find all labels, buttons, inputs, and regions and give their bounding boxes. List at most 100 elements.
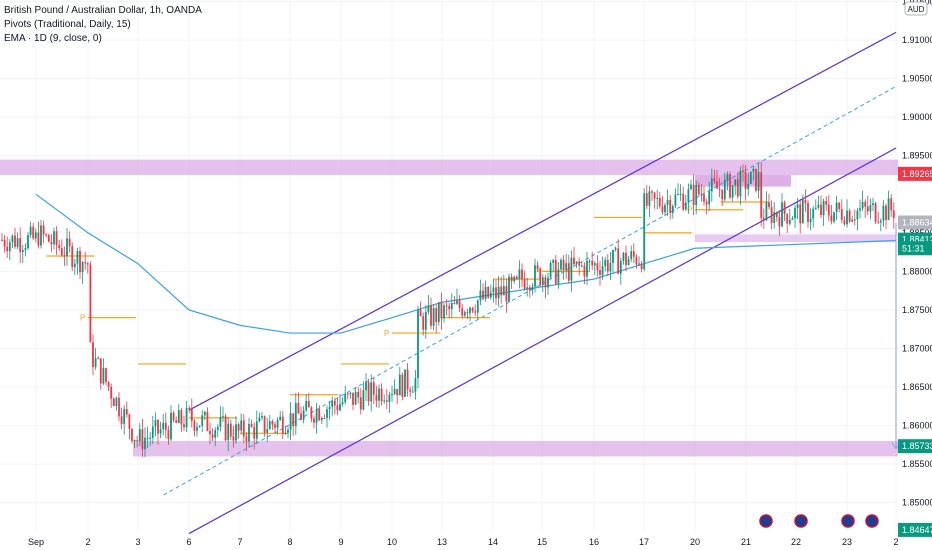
candle-body: [266, 429, 269, 433]
candle-body: [365, 382, 367, 391]
candle-body: [661, 206, 664, 213]
candle-body: [749, 171, 752, 184]
candle-body: [547, 277, 549, 288]
candle-body: [383, 400, 386, 402]
candle-body: [24, 248, 27, 251]
x-tick-label: 2: [893, 537, 898, 547]
candle-body: [112, 398, 115, 407]
candle-body: [149, 437, 152, 439]
candle-body: [354, 391, 357, 405]
candle-body: [125, 409, 128, 415]
candle-body: [79, 250, 81, 273]
candle-body: [177, 410, 180, 423]
candle-body: [37, 232, 40, 246]
symbol-title[interactable]: British Pound / Australian Dollar, 1h, O…: [4, 5, 202, 16]
candle-body: [604, 259, 607, 267]
x-tick-label: 7: [237, 537, 242, 547]
candle-body: [599, 270, 601, 275]
candle-body: [521, 269, 523, 280]
candle-body: [469, 307, 471, 314]
candle-body: [144, 437, 146, 450]
currency-badge: [904, 1, 928, 16]
candle-body: [775, 212, 778, 218]
candle-body: [133, 440, 136, 442]
candle-body: [708, 191, 711, 205]
candle-body: [807, 202, 809, 223]
candle-body: [565, 263, 568, 271]
candle-body: [458, 300, 461, 308]
price-label: 51:31: [902, 243, 925, 253]
candle-body: [856, 210, 859, 220]
candle-body: [84, 262, 87, 264]
x-tick-label: 14: [488, 537, 498, 547]
candle-body: [27, 235, 29, 249]
candle-body: [287, 429, 289, 433]
candle-body: [606, 259, 609, 272]
candle-body: [185, 407, 188, 428]
candle-body: [430, 305, 432, 326]
candle-body: [487, 286, 490, 298]
candle-body: [167, 429, 170, 440]
x-tick-label: Sep: [28, 537, 44, 547]
candle-body: [440, 302, 443, 319]
candle-body: [859, 208, 861, 211]
candle-body: [53, 231, 55, 245]
candle-body: [742, 170, 744, 172]
candle-body: [341, 402, 344, 404]
candle-body: [276, 419, 279, 428]
candle-body: [453, 303, 456, 305]
candle-body: [885, 205, 887, 220]
candle-body: [872, 203, 874, 206]
inner-support-zone: [695, 234, 896, 243]
candle-body: [479, 290, 482, 301]
candle-body: [825, 200, 828, 205]
candle-body: [874, 203, 877, 222]
candle-body: [695, 185, 698, 206]
candle-body: [554, 259, 557, 284]
candle-body: [710, 178, 713, 192]
candle-body: [684, 202, 687, 210]
candle-body: [211, 434, 214, 438]
candle-body: [466, 312, 469, 314]
candle-body: [638, 263, 640, 265]
candle-body: [630, 251, 633, 260]
candle-body: [752, 168, 755, 172]
candle-body: [861, 201, 864, 209]
candle-body: [45, 234, 48, 236]
uk-flag-icon: [759, 514, 773, 528]
candle-body: [58, 245, 61, 248]
candle-body: [461, 307, 464, 316]
candle-body: [250, 424, 253, 427]
candle-body: [310, 407, 313, 419]
candle-body: [245, 436, 248, 442]
candle-body: [175, 420, 178, 423]
candle-body: [643, 193, 646, 270]
candle-body: [263, 416, 266, 433]
candle-body: [331, 400, 334, 408]
y-tick-label: 1.89500: [902, 151, 932, 161]
candle-body: [11, 235, 14, 243]
candle-body: [640, 263, 643, 270]
price-label: 1.85733: [902, 441, 932, 451]
price-label-bg: [898, 522, 932, 537]
candle-body: [463, 312, 466, 316]
ema-indicator-label[interactable]: EMA · 1D (9, close, 0): [4, 33, 102, 44]
candle-body: [393, 388, 396, 394]
y-tick-label: 1.85000: [902, 498, 932, 508]
candle-body: [99, 358, 102, 384]
candle-body: [781, 202, 783, 227]
candle-body: [801, 199, 804, 224]
pivots-indicator-label[interactable]: Pivots (Traditional, Daily, 15): [4, 19, 131, 30]
candle-body: [289, 413, 292, 430]
candle-body: [497, 286, 500, 299]
y-tick-label: 1.85500: [902, 459, 932, 469]
candle-body: [794, 207, 796, 219]
candle-body: [417, 309, 419, 379]
candle-body: [146, 437, 149, 439]
candle-body: [726, 174, 729, 180]
pivot-marker: P: [80, 314, 85, 323]
y-tick-label: 1.90500: [902, 74, 932, 84]
candle-body: [757, 172, 760, 191]
candle-body: [588, 260, 591, 262]
